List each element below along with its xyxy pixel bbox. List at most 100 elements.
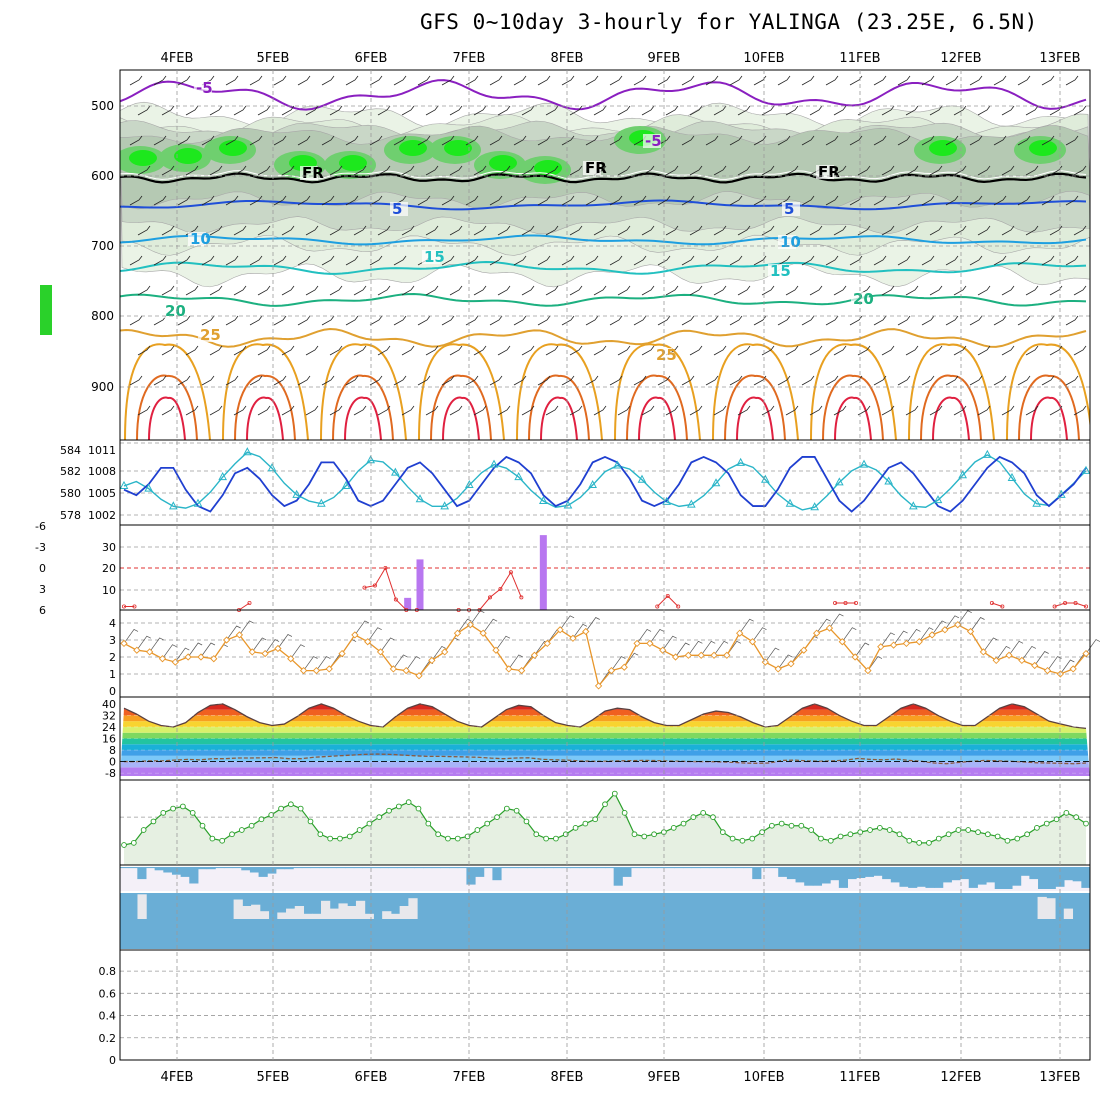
wind-barb [353,285,367,296]
cloud-high-bar [804,867,814,886]
wind-barb [977,405,991,416]
wind-speed-point [825,624,834,632]
thickness-point [662,496,672,505]
wind-barb [345,195,359,206]
wind-barb [649,628,665,644]
contour-35-lobe [932,396,970,440]
wind-barb [713,640,729,656]
wind-speed-point [646,639,654,648]
wind-barb [354,620,370,636]
wind-barb [316,656,331,671]
rh-point [916,840,922,846]
thickness-point [119,480,129,489]
rh-patch-core [1029,140,1057,156]
wind-speed-point [364,638,372,646]
wind-speed-point [338,649,346,658]
temp-band [120,738,1090,745]
contour-35-lobe [638,396,676,440]
wind-speed-point [222,636,231,644]
wind-barb [641,345,655,356]
cloud-high-bar [838,867,848,888]
rh-point [1004,837,1011,844]
contour-25-lobe [124,343,211,440]
wind-speed-point [543,639,551,648]
contour-25-lobe [1006,343,1090,440]
wind-barb [329,285,343,296]
contour-35-lobe [442,396,480,440]
cloud-high-bar [830,867,840,881]
rh-point [572,825,579,831]
precip-tick-label: 0.2 [99,1032,117,1045]
wind-barb [473,165,487,176]
wind-barb [825,195,839,206]
wind-barb [857,405,871,416]
rh-point [818,835,824,842]
wind-barb [569,225,583,236]
wind-barb [829,613,844,629]
wind-barb [321,75,335,86]
rh-point [798,822,805,829]
date-label-bottom: 4FEB [161,1070,194,1085]
wind-barb [689,285,703,296]
contour-30-lobe [1018,374,1080,440]
rh-point [955,827,962,833]
wind-barb [233,405,247,416]
wind-barb [465,75,479,86]
rh-point [847,831,854,838]
rh-point [631,831,638,838]
cloud-high-bar [605,867,615,869]
wind-barb [136,635,151,651]
wind-speed-point [992,656,1000,665]
temp-band [120,709,1090,716]
date-label-top: 13FEB [1039,51,1080,66]
cloud-high-bar [457,867,467,869]
rh-point [1034,825,1040,831]
lifted-index-point [498,587,503,592]
wind-barb [1073,285,1087,296]
wind-barb [417,375,431,386]
wind-barb [785,105,799,116]
wind-barb [561,375,575,386]
wind-barb [761,405,775,416]
wind-barb [495,635,511,651]
wind-barb [753,135,767,146]
cloud-high-bar [353,867,363,869]
cloud-high-bar [882,867,892,880]
cloud-high-bar [544,867,554,869]
wind-barb [681,195,695,206]
wind-speed-point [120,639,128,648]
contour-label: 10 [190,230,211,248]
wind-barb [545,285,559,296]
wind-barb [441,315,455,326]
rh-point [543,835,549,842]
cloud-middle-gap [390,913,401,919]
rh-point [867,827,873,833]
wind-barb [473,285,487,296]
cloud-high-bar [795,867,805,883]
contour-label: FR [818,163,840,181]
wind-barb [233,345,247,356]
wind-barb [569,405,583,416]
thickness-point [563,500,573,509]
rh-point [425,820,432,827]
wind-barb [1041,315,1055,326]
wind-barb [1065,315,1079,326]
cloud-high-bar [388,867,398,869]
wind-barb [377,225,391,236]
cloud-middle-gap [242,906,252,919]
wind-barb [425,345,439,356]
wind-barb [609,195,623,206]
wind-barb [873,195,887,206]
rh-point [415,805,422,812]
lifted-index-point [853,601,858,606]
wind-barb [801,135,815,146]
cloud-high-bar [232,867,242,869]
rh-patch-core [174,148,202,164]
cape-tick-label: 20 [102,562,116,575]
contour-5 [120,199,1087,211]
wind-barb [953,405,967,416]
rh-point [1063,810,1070,816]
wind-barb [209,345,223,356]
wind-barb [329,225,343,236]
wind-barb [1001,225,1015,236]
